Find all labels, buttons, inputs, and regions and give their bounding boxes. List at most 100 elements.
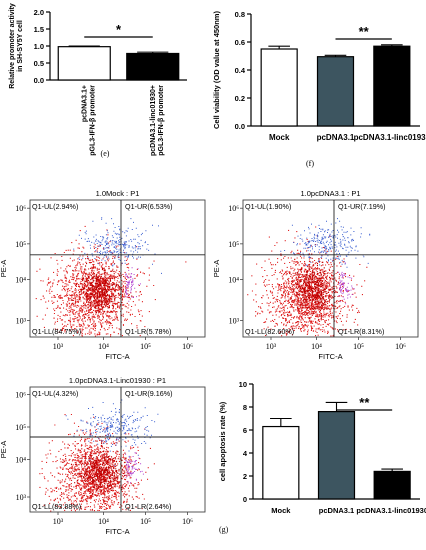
x-tick-label: 10³: [53, 517, 64, 526]
y-tick-label: 10⁵: [228, 240, 239, 249]
scatter-cloud-blue: [73, 217, 162, 274]
scatter-points: [35, 217, 187, 337]
y-tick-label: 8: [243, 403, 247, 412]
quadrant-ur-label: Q1-UR(9.16%): [125, 389, 173, 398]
y-tick-label: 0.8: [235, 10, 245, 19]
x-tick-label: 10⁶: [182, 517, 193, 526]
quadrant-ll-label: Q1-LL(84.75%): [32, 327, 81, 336]
x-category-label: pcDNA3.1-linc01930+pGL3-IFN-β promoter: [150, 85, 165, 156]
bar-2: [373, 45, 411, 127]
x-tick-label: 10⁶: [395, 342, 406, 351]
y-tick-label: 6: [243, 426, 247, 435]
x-tick-label: 10⁴: [98, 517, 109, 526]
y-axis-label: PE-A: [213, 260, 221, 278]
quadrant-ll-label: Q1-LL(83.88%): [32, 502, 81, 511]
bar-0: [262, 425, 300, 500]
y-tick-label: 0: [243, 495, 247, 504]
scatter-cloud-purple: [125, 452, 144, 484]
y-tick-label: 1.5: [34, 25, 44, 34]
scatter-cloud-purple: [338, 262, 355, 305]
y-tick-label: 10⁶: [15, 204, 26, 213]
bar-1: [126, 52, 180, 81]
y-tick-label: 10³: [16, 493, 27, 502]
significance-marker: *: [116, 22, 122, 37]
bar-0: [57, 46, 111, 81]
y-tick-label: 10⁵: [15, 423, 26, 432]
x-category-label: pcDNA3.1-linc01930: [356, 506, 426, 515]
bar-1: [316, 56, 355, 127]
quadrant-ll-label: Q1-LL(82.60%): [245, 327, 294, 336]
plot-frame: [242, 199, 419, 338]
x-category-label: pcDNA3.1: [319, 506, 354, 515]
x-category-label: Mock: [271, 506, 291, 515]
flow-plot-mock: 1.0Mock : P1 Q1-UL(2.94%) Q1-UR(6.53%) Q1-L…: [0, 189, 206, 361]
x-axis-label: FITC-A: [318, 352, 342, 361]
y-tick-label: 0.4: [235, 66, 246, 75]
y-tick-label: 0.6: [235, 38, 245, 47]
bar-0: [260, 48, 298, 127]
bar-2: [373, 470, 411, 500]
apoptosis-rate-chart: 0 2 4 6 8 10 cell apoptosis rate (%) ** Mock pcDN…: [218, 380, 426, 534]
x-tick-label: 10⁴: [311, 342, 322, 351]
quadrant-ul-label: Q1-UL(1.90%): [245, 202, 291, 211]
quadrant-ur-label: Q1-UR(7.19%): [338, 202, 386, 211]
y-tick-label: 10⁵: [15, 240, 26, 249]
y-axis-label: PE-A: [0, 260, 8, 278]
quadrant-ul-label: Q1-UL(4.32%): [32, 389, 78, 398]
x-axis-label: FITC-A: [105, 352, 129, 361]
y-axis-label: Cell viability (OD value at 450nm): [212, 11, 221, 129]
x-tick-label: 10⁵: [140, 342, 151, 351]
scatter-core-red: [62, 433, 126, 511]
y-tick-label: 2: [243, 472, 247, 481]
x-tick-label: 10⁴: [98, 342, 109, 351]
plot-title: 1.0Mock : P1: [96, 189, 140, 198]
x-tick-label: 10⁶: [182, 342, 193, 351]
panel-label-g: (g): [219, 525, 229, 534]
x-category-label: pcDNA3.1-linc01930: [354, 133, 426, 142]
quadrant-ul-label: Q1-UL(2.94%): [32, 202, 78, 211]
significance-marker: **: [359, 395, 370, 410]
x-tick-label: 10⁵: [140, 517, 151, 526]
y-tick-label: 10⁴: [228, 275, 239, 284]
y-tick-label: 2.0: [34, 8, 44, 17]
x-tick-label: 10³: [53, 342, 64, 351]
x-axis-label: FITC-A: [105, 527, 129, 536]
x-category-label: pcDNA3.1: [317, 133, 355, 142]
promoter-activity-chart: 0.0 0.5 1.0 1.5 2.0 Relative promoter activit…: [9, 3, 187, 158]
y-tick-label: 0.5: [34, 59, 44, 68]
plot-frame: [29, 386, 206, 513]
significance-marker: **: [359, 24, 370, 39]
y-tick-label: 0.0: [235, 122, 245, 131]
y-tick-label: 10⁴: [15, 275, 26, 284]
scatter-points: [247, 218, 371, 337]
quadrant-lr-label: Q1-LR(2.64%): [125, 502, 171, 511]
panel-label-e: (e): [101, 149, 110, 158]
y-tick-label: 10³: [229, 317, 240, 326]
y-tick-label: 1.0: [34, 42, 44, 51]
plot-title: 1.0pcDNA3.1 : P1: [300, 189, 360, 198]
plot-frame: [29, 199, 206, 338]
y-axis-label: Relative promoter activityin SH-SY5Y cel…: [9, 3, 24, 89]
scatter-core-red: [284, 253, 341, 328]
scatter-points: [39, 399, 162, 512]
y-axis-label: cell apoptosis rate (%): [218, 401, 227, 481]
flow-plot-pcdna: 1.0pcDNA3.1 : P1 Q1-UL(1.90%) Q1-UR(7.19%)…: [213, 189, 419, 361]
x-category-label: Mock: [269, 133, 290, 142]
y-tick-label: 4: [243, 449, 248, 458]
scatter-cloud-red: [39, 413, 162, 512]
x-tick-label: 10³: [266, 342, 277, 351]
cell-viability-chart: 0.0 0.2 0.4 0.6 0.8 Cell viability (OD value …: [212, 10, 426, 168]
plot-title: 1.0pcDNA3.1-Linc01930 : P1: [69, 376, 166, 385]
y-tick-label: 0.0: [34, 76, 44, 85]
quadrant-lr-label: Q1-LR(5.78%): [125, 327, 171, 336]
y-tick-label: 10³: [16, 317, 27, 326]
scatter-cloud-blue: [280, 218, 371, 268]
scatter-core-red: [70, 256, 133, 328]
flow-plot-linc01930: 1.0pcDNA3.1-Linc01930 : P1 Q1-UL(4.32%) Q1…: [0, 376, 206, 536]
quadrant-ur-label: Q1-UR(6.53%): [125, 202, 173, 211]
y-axis-label: PE-A: [0, 441, 8, 459]
scatter-cloud-red: [247, 226, 368, 337]
scatter-cloud-blue: [65, 399, 159, 468]
panel-label-f: (f): [306, 159, 314, 168]
y-tick-label: 10⁶: [228, 204, 239, 213]
